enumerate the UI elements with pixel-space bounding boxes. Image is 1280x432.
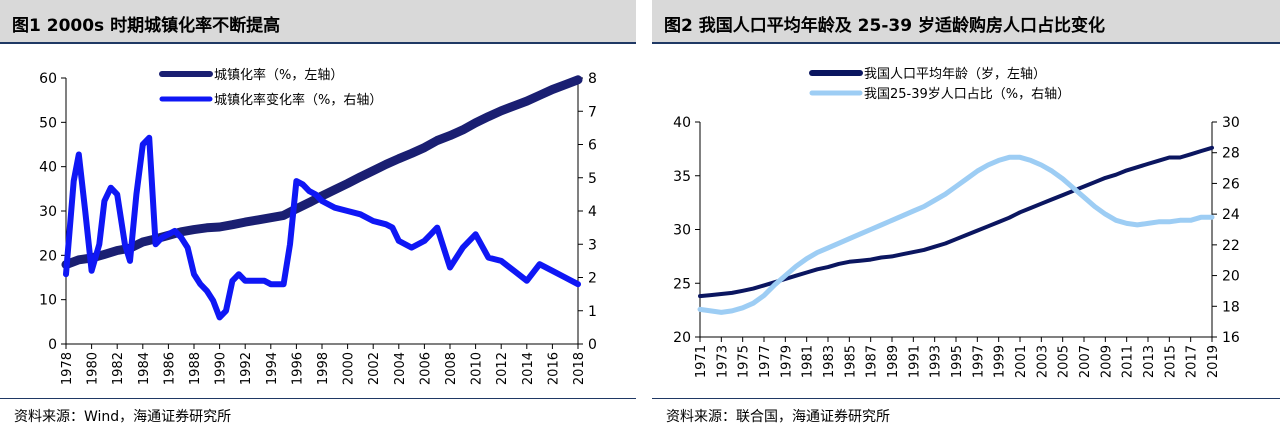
x-tick-label: 2017 (1185, 345, 1200, 378)
x-tick-label: 2008 (444, 352, 459, 385)
y-right-tick-label: 6 (588, 138, 597, 154)
x-tick-label: 1992 (239, 352, 254, 385)
x-tick-label: 2000 (342, 352, 357, 385)
x-tick-label: 1973 (715, 345, 730, 378)
x-tick-label: 1975 (737, 345, 752, 378)
figure-1-title-bar: 图1 2000s 时期城镇化率不断提高 (0, 0, 636, 44)
x-tick-label: 2010 (470, 352, 485, 385)
y-right-tick-label: 8 (588, 71, 597, 87)
figure-2-title-bar: 图2 我国人口平均年龄及 25-39 岁适龄购房人口占比变化 (652, 0, 1280, 44)
figure-1-source-rule (0, 398, 636, 399)
series-line-0 (61, 75, 583, 270)
urbanization-chart: 0 10 20 30 40 50 60 0 1 2 3 4 5 6 7 8 1978 1980 1982 1984 19… (39, 67, 597, 385)
legend-label-1: 我国25-39岁人口占比（%，右轴） (864, 87, 1070, 102)
x-tick-label: 1993 (929, 345, 944, 378)
y-left-tick-label: 30 (39, 204, 57, 220)
y-right-tick-label: 4 (588, 204, 597, 220)
x-tick-label: 1989 (886, 345, 901, 378)
y-right-tick-label: 16 (1222, 330, 1240, 346)
x-tick-label: 2012 (495, 352, 510, 385)
x-tick-label: 1988 (188, 352, 203, 385)
population-age-chart: 20 25 30 35 40 16 18 20 22 24 26 28 30 1971 1973 1975 19… (673, 67, 1240, 378)
y-right-tick-label: 20 (1222, 269, 1240, 285)
x-tick-label: 1999 (993, 345, 1008, 378)
y-left-tick-label: 20 (39, 248, 57, 264)
y-right-tick-label: 28 (1222, 146, 1240, 162)
x-tick-label: 1997 (971, 345, 986, 378)
y-right-tick-label: 22 (1222, 238, 1240, 254)
x-tick-label: 2009 (1099, 345, 1114, 378)
x-tick-label: 1979 (779, 345, 794, 378)
legend-label-0: 城镇化率（%，左轴） (214, 67, 343, 83)
legend-label-0: 我国人口平均年龄（岁，左轴） (864, 67, 1046, 82)
x-tick-label: 1996 (290, 352, 305, 385)
x-tick-label: 2016 (546, 352, 561, 385)
x-tick-label: 1995 (950, 345, 965, 378)
x-tick-label: 1971 (694, 345, 709, 378)
x-tick-label: 1994 (265, 352, 280, 385)
figure-1-panel: 图1 2000s 时期城镇化率不断提高 0 10 20 30 40 50 60 0 1 2 3 4 5 6… (0, 0, 636, 432)
x-tick-label: 1987 (865, 345, 880, 378)
y-right-tick-label: 24 (1222, 207, 1240, 223)
x-tick-label: 2007 (1078, 345, 1093, 378)
x-tick-label: 2015 (1163, 345, 1178, 378)
y-right-tick-label: 7 (588, 104, 597, 120)
x-tick-label: 1977 (758, 345, 773, 378)
x-tick-label: 2011 (1121, 345, 1136, 378)
y-right-tick-label: 30 (1222, 115, 1240, 131)
x-tick-label: 1981 (801, 345, 816, 378)
x-tick-label: 1982 (111, 352, 126, 385)
x-tick-label: 2013 (1142, 345, 1157, 378)
figure-2-source-rule (652, 398, 1280, 399)
x-tick-label: 1980 (86, 352, 101, 385)
x-tick-label: 2004 (393, 352, 408, 385)
y-right-tick-label: 26 (1222, 176, 1240, 192)
x-tick-label: 2014 (521, 352, 536, 385)
y-left-tick-label: 50 (39, 115, 57, 131)
x-tick-label: 2006 (418, 352, 433, 385)
x-tick-label: 2019 (1206, 345, 1221, 378)
series-line-1 (697, 154, 1215, 315)
x-tick-label: 2005 (1057, 345, 1072, 378)
y-left-tick-label: 10 (39, 293, 57, 309)
x-tick-label: 1990 (214, 352, 229, 385)
x-tick-label: 1986 (162, 352, 177, 385)
y-left-tick-label: 20 (673, 330, 691, 346)
y-right-tick-label: 1 (588, 304, 597, 320)
legend-label-1: 城镇化率变化率（%，右轴） (214, 92, 382, 108)
figure-1-title: 图1 2000s 时期城镇化率不断提高 (12, 16, 281, 36)
figure-2-title: 图2 我国人口平均年龄及 25-39 岁适龄购房人口占比变化 (664, 16, 1105, 36)
y-left-tick-label: 40 (39, 160, 57, 176)
y-left-tick-label: 35 (673, 169, 691, 185)
x-tick-label: 1983 (822, 345, 837, 378)
y-left-tick-label: 25 (673, 276, 691, 292)
x-tick-label: 2002 (367, 352, 382, 385)
y-right-tick-label: 5 (588, 171, 597, 187)
y-right-tick-label: 3 (588, 237, 597, 253)
x-tick-label: 1985 (843, 345, 858, 378)
series-line-1 (63, 134, 581, 321)
x-tick-label: 1978 (60, 352, 75, 385)
x-tick-label: 2003 (1035, 345, 1050, 378)
y-left-tick-label: 0 (48, 337, 57, 353)
y-right-tick-label: 0 (588, 337, 597, 353)
x-tick-label: 1991 (907, 345, 922, 378)
x-tick-label: 1984 (137, 352, 152, 385)
y-left-tick-label: 40 (673, 115, 691, 131)
figure-2-source: 资料来源：联合国，海通证券研究所 (666, 409, 890, 425)
series-line-0 (698, 145, 1214, 299)
x-tick-label: 2018 (572, 352, 587, 385)
y-right-tick-label: 2 (588, 271, 597, 287)
x-tick-label: 1998 (316, 352, 331, 385)
figure-1-source: 资料来源：Wind，海通证券研究所 (14, 409, 232, 425)
y-right-tick-label: 18 (1222, 299, 1240, 315)
x-tick-label: 2001 (1014, 345, 1029, 378)
y-left-tick-label: 60 (39, 71, 57, 87)
figure-2-panel: 图2 我国人口平均年龄及 25-39 岁适龄购房人口占比变化 20 25 30 35 4… (652, 0, 1280, 432)
y-left-tick-label: 30 (673, 223, 691, 239)
